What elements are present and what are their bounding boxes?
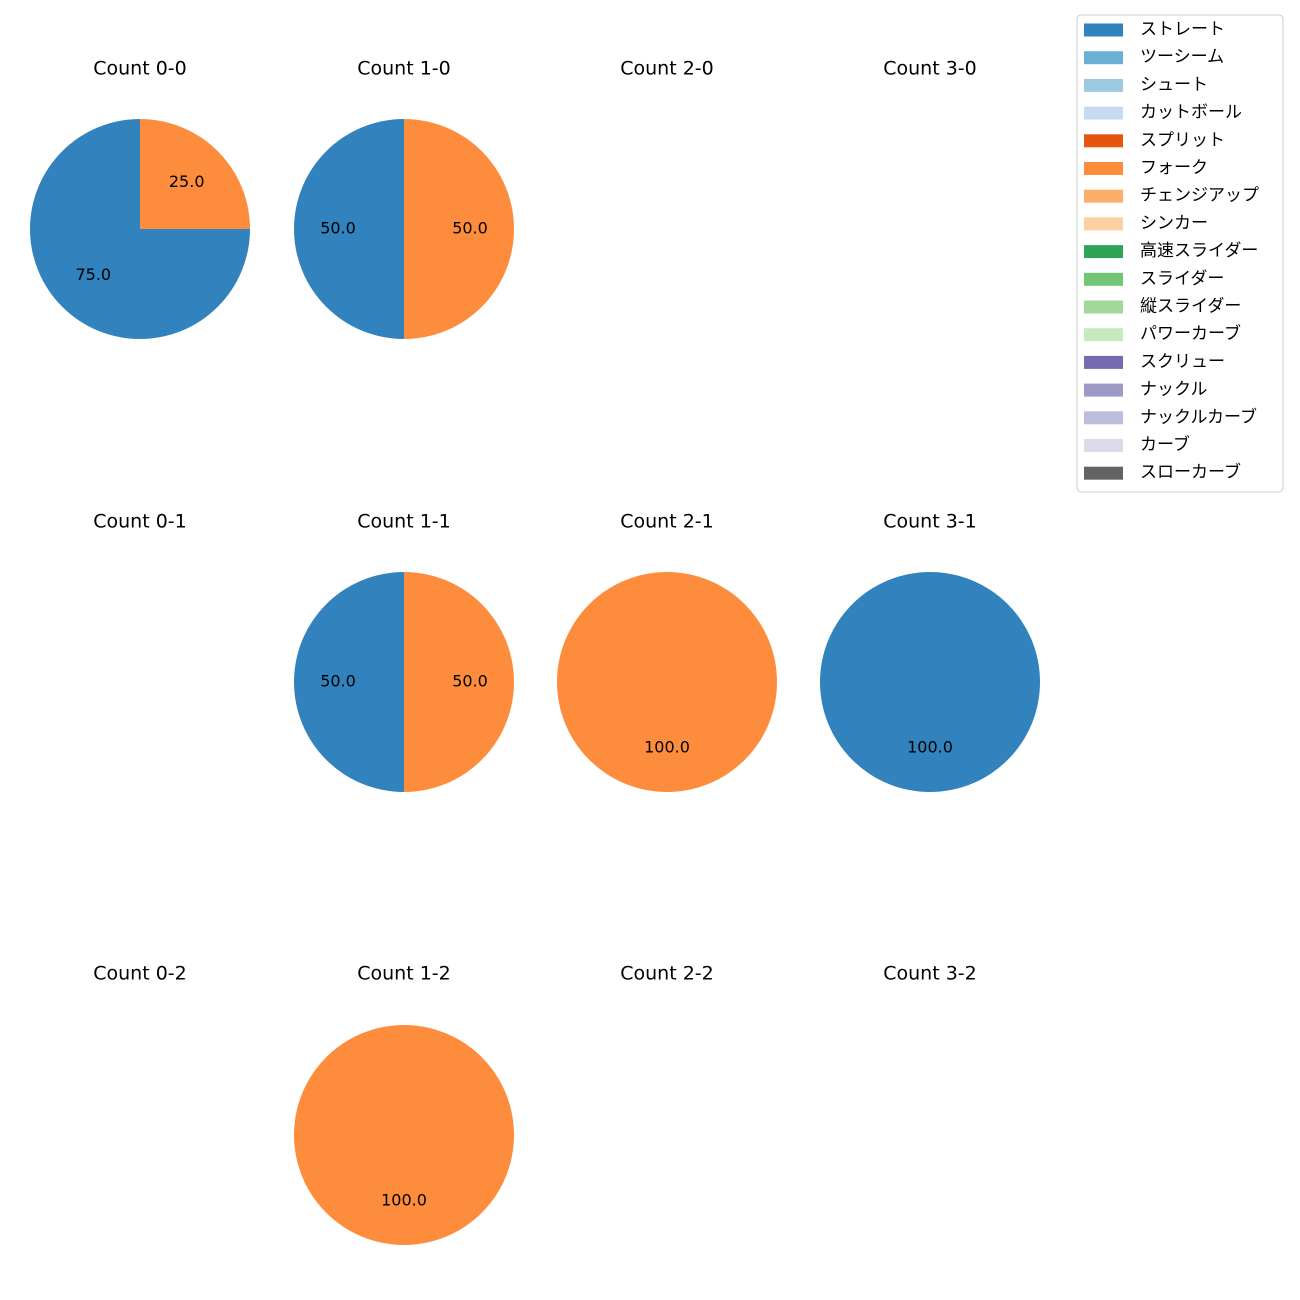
legend-swatch	[1084, 383, 1123, 397]
legend-item: ツーシーム	[1084, 47, 1224, 67]
legend-label: シュート	[1140, 75, 1208, 95]
legend-label: ナックルカーブ	[1140, 406, 1257, 427]
panel-title: Count 2-2	[620, 963, 714, 985]
legend-label: シンカー	[1140, 213, 1208, 233]
legend-label: ツーシーム	[1140, 47, 1224, 67]
legend-label: 縦スライダー	[1140, 297, 1241, 317]
slice-label: 100.0	[644, 738, 690, 757]
pie-slice	[404, 572, 514, 792]
pie-slice	[294, 1025, 514, 1245]
legend-item: シュート	[1084, 75, 1208, 95]
legend: ストレートツーシームシュートカットボールスプリットフォークチェンジアップシンカー…	[1076, 14, 1284, 493]
pie-panel: Count 0-0 75.0 25.0	[30, 58, 250, 339]
pie-slice	[820, 572, 1040, 792]
legend-item: カットボール	[1084, 103, 1242, 123]
pie-panel: Count 1-2 100.0	[294, 963, 514, 1245]
legend-item: フォーク	[1084, 158, 1208, 178]
legend-label: スプリット	[1140, 130, 1225, 150]
legend-swatch	[1084, 245, 1123, 259]
pie-slice	[140, 119, 250, 229]
panel-title: Count 1-2	[357, 963, 451, 985]
legend-item: スローカーブ	[1084, 462, 1241, 483]
legend-item: ストレート	[1084, 20, 1225, 40]
pie-slice	[294, 119, 404, 339]
slice-label: 50.0	[320, 672, 356, 691]
legend-swatch	[1084, 162, 1123, 175]
legend-swatch	[1084, 23, 1123, 37]
pie-panel: Count 0-1	[93, 511, 187, 533]
legend-swatch	[1084, 217, 1123, 231]
pie-slice	[404, 119, 514, 339]
pie-slice	[294, 572, 404, 792]
pie-panel: Count 3-2	[883, 963, 977, 985]
slice-label: 50.0	[452, 672, 488, 691]
legend-label: カットボール	[1140, 103, 1242, 123]
pie-panel: Count 1-1 50.0 50.0	[294, 511, 514, 792]
slice-label: 75.0	[75, 265, 111, 284]
legend-label: ストレート	[1140, 20, 1225, 40]
legend-frame	[1076, 14, 1284, 493]
panel-title: Count 3-0	[883, 58, 977, 80]
slice-label: 100.0	[907, 738, 953, 757]
legend-label: スクリュー	[1140, 352, 1225, 372]
panel-title: Count 0-2	[93, 963, 187, 985]
pie-panel: Count 2-1 100.0	[557, 511, 777, 792]
panel-title: Count 0-0	[93, 58, 187, 80]
panel-title: Count 3-2	[883, 963, 977, 985]
slice-label: 50.0	[320, 219, 356, 238]
panel-title: Count 2-1	[620, 511, 714, 533]
legend-swatch	[1084, 106, 1123, 120]
legend-swatch	[1084, 78, 1123, 92]
legend-label: 高速スライダー	[1140, 241, 1258, 261]
legend-label: スローカーブ	[1140, 462, 1241, 483]
pie-panel: Count 2-0	[620, 58, 714, 80]
slice-label: 25.0	[169, 172, 205, 191]
legend-item: スプリット	[1084, 130, 1225, 150]
pie-slice	[557, 572, 777, 792]
pie-panel: Count 3-1 100.0	[820, 511, 1040, 792]
legend-swatch	[1084, 328, 1123, 342]
legend-item: ナックルカーブ	[1084, 406, 1257, 427]
legend-swatch	[1084, 189, 1123, 203]
panel-title: Count 1-0	[357, 58, 451, 80]
legend-label: スライダー	[1140, 269, 1224, 289]
legend-swatch	[1084, 439, 1123, 452]
panel-title: Count 2-0	[620, 58, 714, 80]
legend-swatch	[1084, 300, 1123, 314]
legend-swatch	[1084, 466, 1123, 480]
panel-title: Count 3-1	[883, 511, 977, 533]
pie-panel: Count 2-2	[620, 963, 714, 985]
legend-label: パワーカーブ	[1140, 323, 1241, 344]
legend-item: スクリュー	[1084, 352, 1225, 372]
legend-item: カーブ	[1084, 434, 1190, 455]
panel-title: Count 0-1	[93, 511, 187, 533]
pie-panel: Count 3-0	[883, 58, 977, 80]
legend-item: シンカー	[1084, 213, 1208, 233]
slice-label: 50.0	[452, 219, 488, 238]
legend-item: 縦スライダー	[1084, 297, 1241, 317]
legend-swatch	[1084, 134, 1123, 148]
legend-swatch	[1084, 272, 1123, 286]
legend-swatch	[1084, 51, 1123, 65]
legend-item: チェンジアップ	[1084, 186, 1259, 206]
slice-label: 100.0	[381, 1191, 427, 1210]
legend-label: チェンジアップ	[1140, 186, 1259, 206]
legend-item: スライダー	[1084, 269, 1224, 289]
pie-panel: Count 1-0 50.0 50.0	[294, 58, 514, 339]
legend-swatch	[1084, 411, 1123, 425]
legend-swatch	[1084, 355, 1123, 369]
panel-title: Count 1-1	[357, 511, 451, 533]
legend-label: ナックル	[1140, 380, 1208, 400]
legend-label: カーブ	[1140, 434, 1190, 455]
legend-item: 高速スライダー	[1084, 241, 1258, 261]
legend-item: ナックル	[1084, 380, 1208, 400]
legend-label: フォーク	[1140, 158, 1208, 178]
pie-panel: Count 0-2	[93, 963, 187, 985]
legend-item: パワーカーブ	[1084, 323, 1241, 344]
